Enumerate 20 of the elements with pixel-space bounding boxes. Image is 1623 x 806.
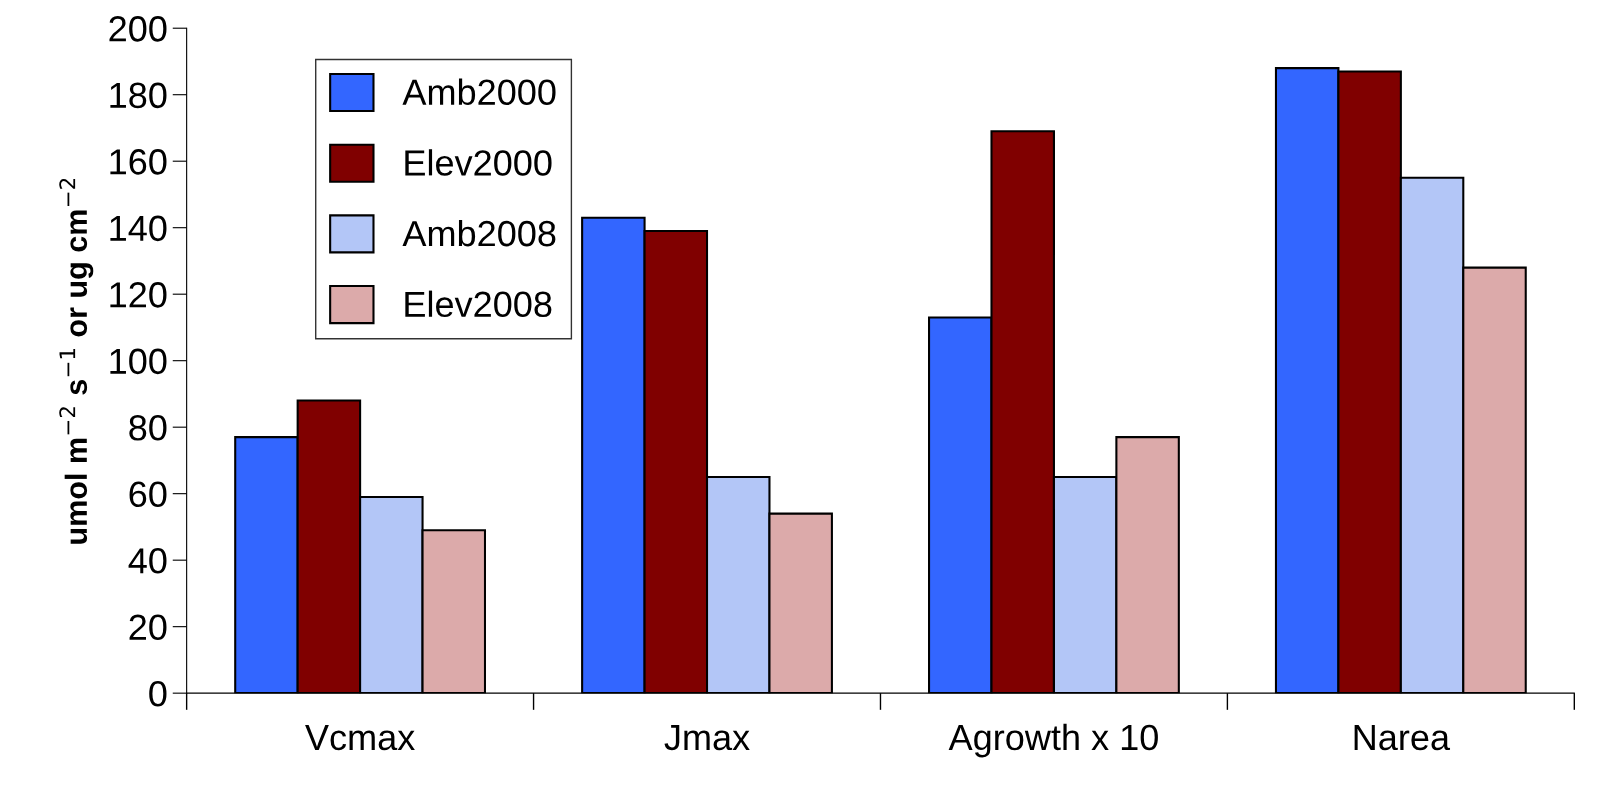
x-tick-label: Narea — [1354, 725, 1451, 751]
y-tick-label: 120 — [110, 282, 167, 308]
y-tick-label: 200 — [109, 16, 167, 42]
legend-label: Elev2000 — [405, 149, 552, 176]
x-tick-label: Jmax — [664, 725, 750, 751]
y-tick-label: 0 — [149, 681, 167, 707]
y-tick-label: 140 — [110, 215, 167, 242]
y-tick-label: 100 — [110, 348, 167, 375]
x-tick-label: Agrowth x 10 — [948, 723, 1158, 758]
legend-label: Amb2000 — [402, 78, 556, 106]
y-axis-title: umol m$^{−2}$ s$^{−1}$ or ug cm$^{−2}$ — [59, 178, 94, 544]
y-tick-label: 180 — [110, 82, 167, 109]
legend-label: Elev2008 — [405, 290, 552, 318]
y-tick-label: 80 — [129, 415, 167, 441]
y-tick-label: 20 — [129, 614, 167, 641]
y-tick-label: 160 — [110, 149, 167, 175]
y-tick-label: 40 — [128, 548, 167, 574]
legend-label: Amb2008 — [402, 219, 556, 247]
y-tick-label: 60 — [129, 481, 167, 508]
x-tick-label: Vcmax — [305, 725, 415, 751]
